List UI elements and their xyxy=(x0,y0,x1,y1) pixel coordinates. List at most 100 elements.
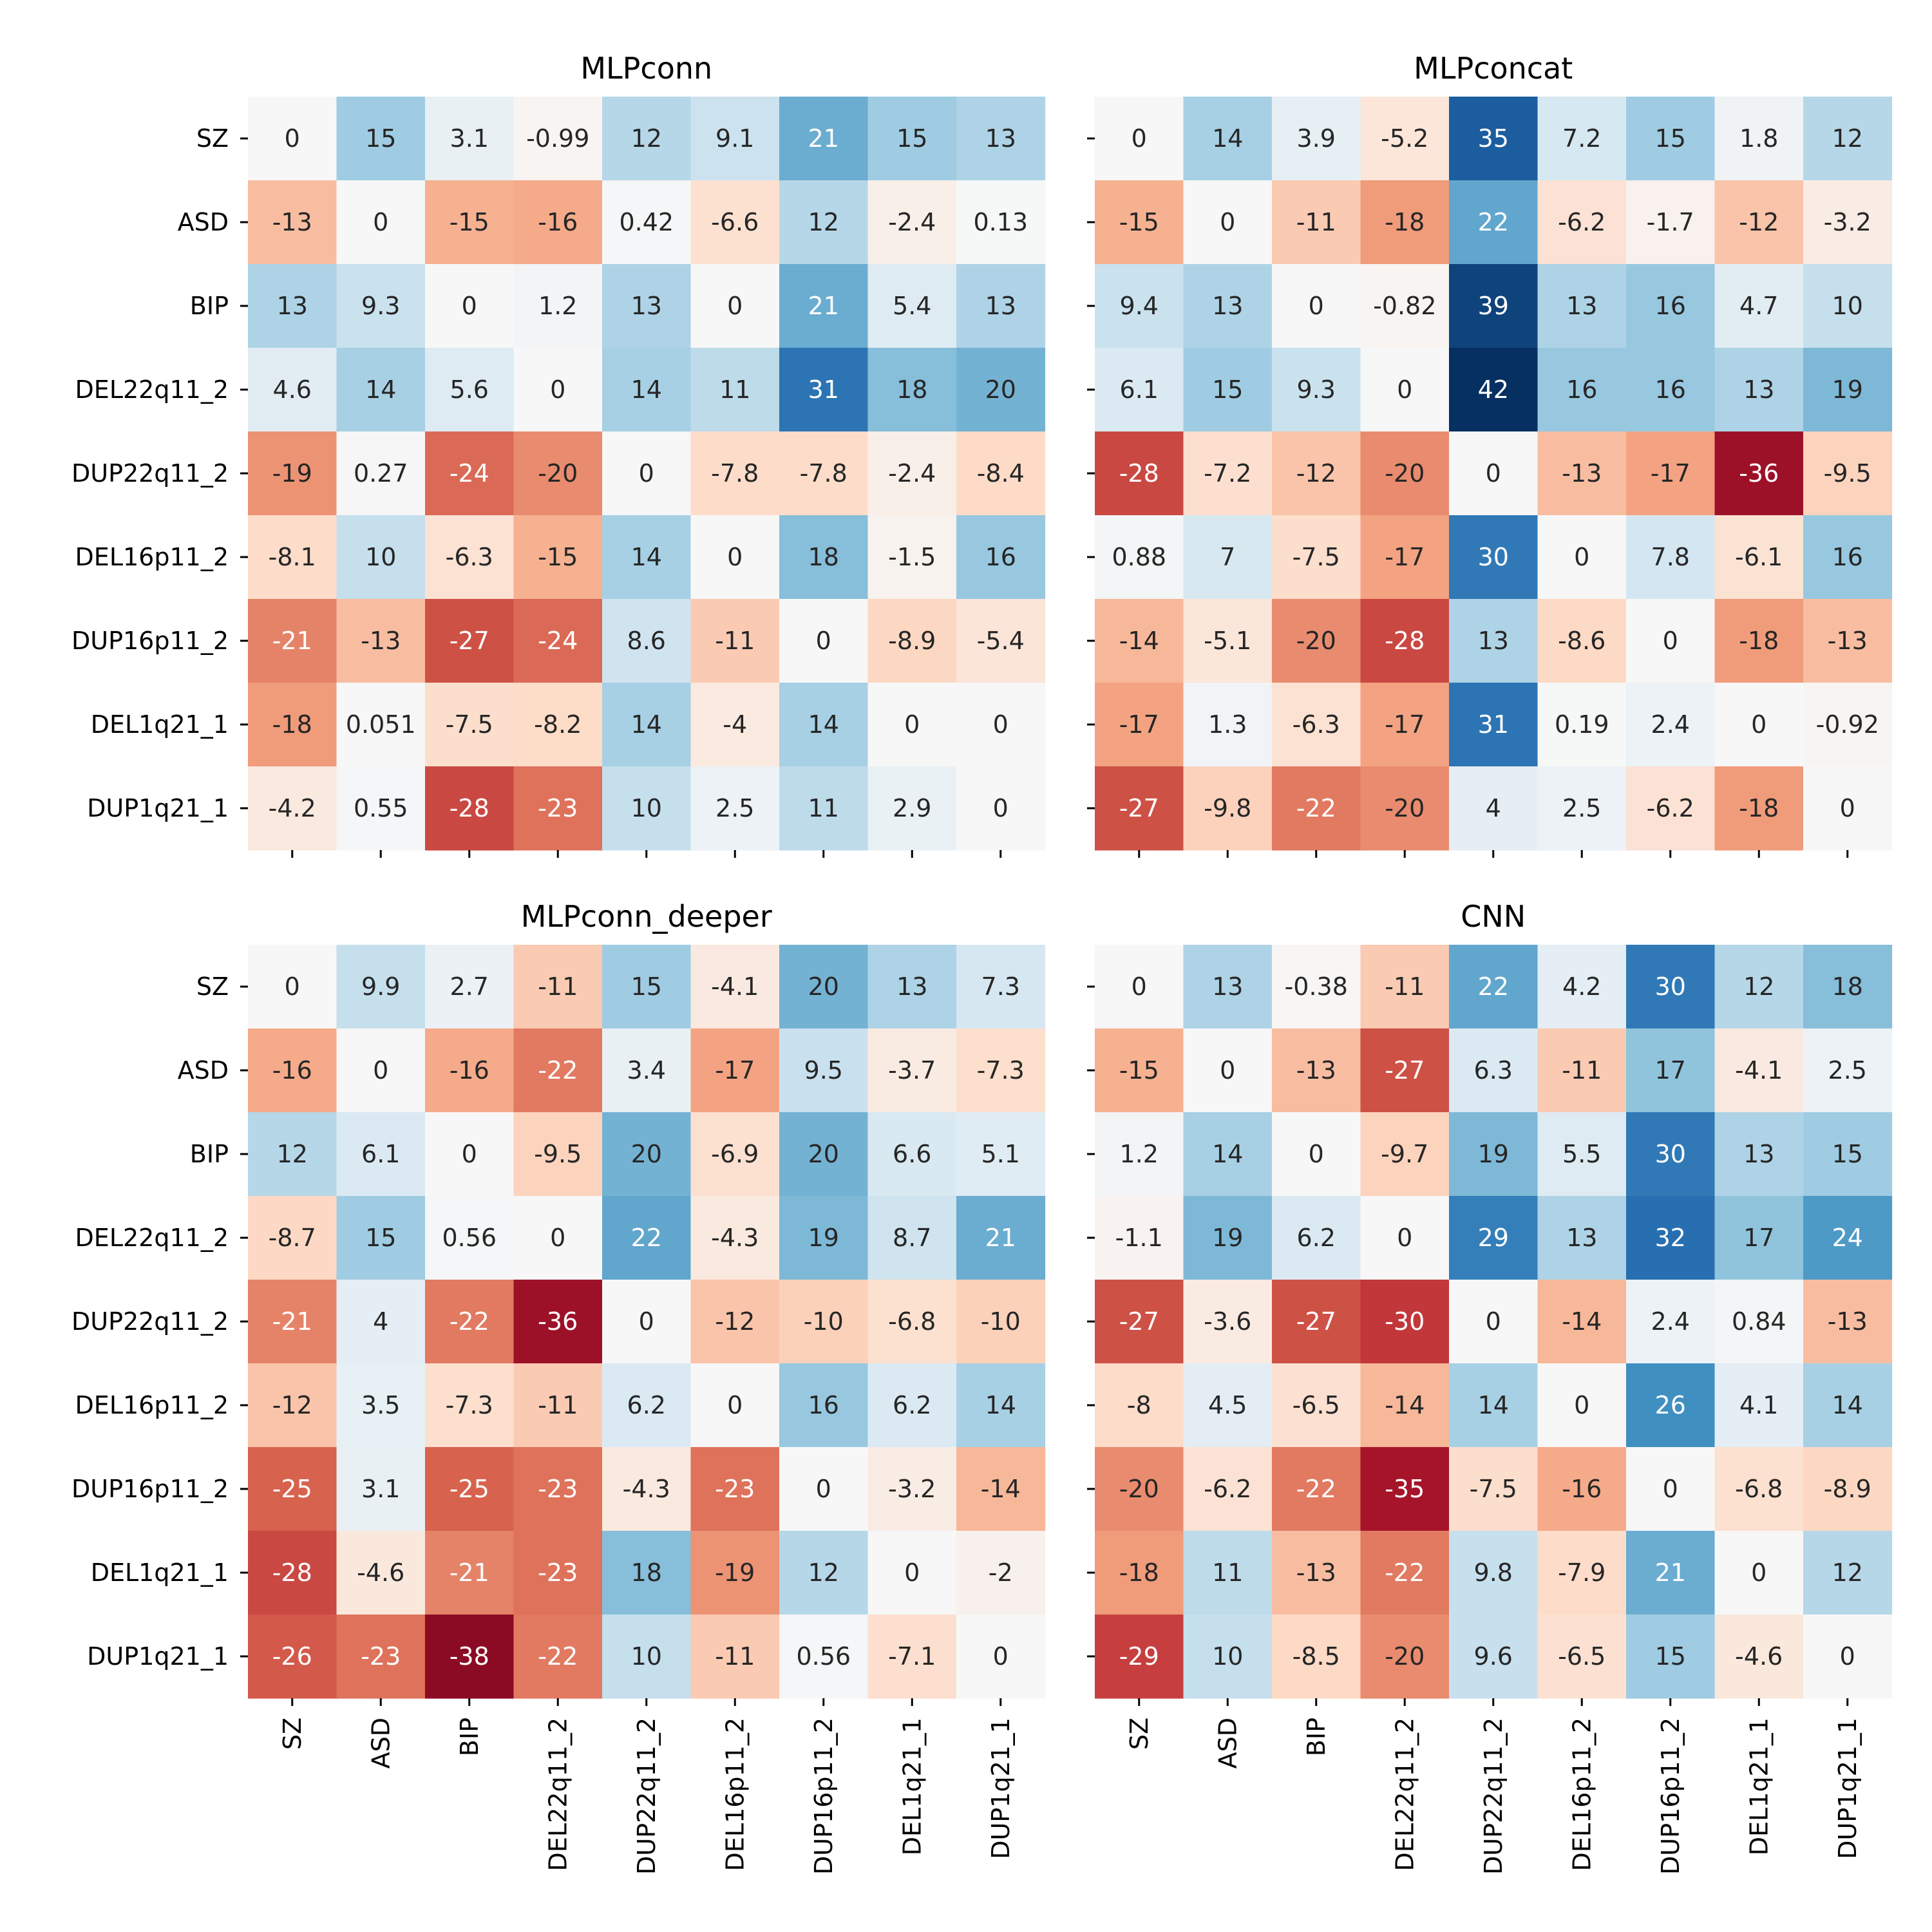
cell-value-label: -27 xyxy=(450,627,489,655)
cell-value-label: -4.2 xyxy=(269,794,316,822)
cell-value-label: -19 xyxy=(272,459,312,488)
heatmap-cell xyxy=(602,1363,692,1448)
cell-value-label: 9.8 xyxy=(1474,1558,1513,1587)
cell-value-label: -0.82 xyxy=(1373,292,1436,320)
cell-value-label: 14 xyxy=(985,1391,1016,1419)
cell-value-label: 15 xyxy=(365,1224,396,1252)
heatmap-cell xyxy=(779,1447,869,1531)
cell-value-label: -8.9 xyxy=(1824,1475,1871,1503)
cell-value-label: -9.5 xyxy=(1824,459,1871,488)
heatmap-cell xyxy=(690,1196,780,1280)
cell-value-label: 11 xyxy=(719,375,750,404)
cell-value-label: -8.2 xyxy=(534,710,582,739)
heatmap-cell xyxy=(779,1028,869,1113)
heatmap-cell xyxy=(1272,97,1361,181)
heatmap-cell xyxy=(1183,431,1273,516)
cell-value-label: 26 xyxy=(1655,1391,1686,1419)
heatmap-cell xyxy=(956,348,1046,432)
heatmap-cell xyxy=(1272,1531,1361,1615)
heatmap-cell xyxy=(779,683,869,767)
cell-value-label: 19 xyxy=(808,1224,839,1252)
cell-value-label: -1.5 xyxy=(888,543,936,571)
cell-value-label: 3.1 xyxy=(450,124,489,153)
heatmap-cell xyxy=(425,515,515,600)
heatmap-cell xyxy=(425,683,515,767)
heatmap-cell xyxy=(1449,1112,1539,1197)
y-tick-label: DEL22q11_2 xyxy=(75,1224,229,1252)
heatmap-cell xyxy=(1183,97,1273,181)
y-tick-label: DEL1q21_1 xyxy=(91,1558,229,1587)
cell-value-label: 0 xyxy=(1840,1642,1855,1671)
heatmap-cell xyxy=(779,1363,869,1448)
cell-value-label: 0 xyxy=(639,459,654,488)
cell-value-label: 1.2 xyxy=(1120,1140,1159,1168)
heatmap-cell xyxy=(1803,180,1893,265)
cell-value-label: -23 xyxy=(361,1642,401,1671)
heatmap-cell xyxy=(1095,766,1184,851)
heatmap-cell xyxy=(956,1196,1046,1280)
cell-value-label: -8.9 xyxy=(888,627,936,655)
heatmap-cell xyxy=(956,599,1046,683)
heatmap-cell xyxy=(248,1196,337,1280)
cell-value-label: 0 xyxy=(1220,208,1235,236)
heatmap-cell xyxy=(248,264,337,348)
heatmap-cell xyxy=(1183,1447,1273,1531)
heatmap-cell xyxy=(602,1615,692,1699)
heatmap-cell xyxy=(1183,1280,1273,1364)
heatmap-cell xyxy=(1183,1615,1273,1699)
heatmap-cell xyxy=(779,599,869,683)
heatmap-cell xyxy=(1537,264,1627,348)
cell-value-label: 2.5 xyxy=(1562,794,1601,822)
cell-value-label: 0 xyxy=(727,1391,743,1419)
heatmap-cell xyxy=(1095,348,1184,432)
cell-value-label: -28 xyxy=(272,1558,312,1587)
heatmap-cell xyxy=(1360,180,1450,265)
y-tick-label: ASD xyxy=(178,1056,229,1084)
heatmap-cell xyxy=(1360,1280,1450,1364)
cell-value-label: -8.7 xyxy=(269,1224,316,1252)
heatmap-cell xyxy=(1272,945,1361,1029)
cell-value-label: -4.3 xyxy=(711,1224,759,1252)
cell-value-label: -7.5 xyxy=(446,710,493,739)
cell-value-label: -23 xyxy=(715,1475,755,1503)
heatmap-cell xyxy=(425,945,515,1029)
cell-value-label: -2.4 xyxy=(888,208,936,236)
y-tick-label: DUP16p11_2 xyxy=(71,627,229,655)
heatmap-cell xyxy=(602,264,692,348)
cell-value-label: -25 xyxy=(450,1475,489,1503)
cell-value-label: 13 xyxy=(1566,292,1597,320)
heatmap-cell xyxy=(1272,599,1361,683)
cell-value-label: -36 xyxy=(1739,459,1779,488)
heatmap-cell xyxy=(956,766,1046,851)
cell-value-label: 21 xyxy=(808,292,839,320)
heatmap-cell xyxy=(1272,1447,1361,1531)
heatmap-cell xyxy=(1272,515,1361,600)
heatmap-cell xyxy=(1272,431,1361,516)
cell-value-label: 18 xyxy=(631,1558,662,1587)
heatmap-cell xyxy=(248,515,337,600)
cell-value-label: -17 xyxy=(1119,710,1159,739)
heatmap-cell xyxy=(1803,1196,1893,1280)
cell-value-label: 12 xyxy=(1832,124,1863,153)
cell-value-label: 4.5 xyxy=(1208,1391,1247,1419)
heatmap-cell xyxy=(336,1112,426,1197)
heatmap-cell xyxy=(690,1363,780,1448)
cell-value-label: -23 xyxy=(538,1475,578,1503)
cell-value-label: 6.2 xyxy=(627,1391,666,1419)
heatmap-cell xyxy=(1360,1447,1450,1531)
heatmap-cell xyxy=(1183,683,1273,767)
heatmap-cell xyxy=(336,1280,426,1364)
cell-value-label: -6.8 xyxy=(888,1307,936,1336)
cell-value-label: -38 xyxy=(450,1642,489,1671)
cell-value-label: -6.9 xyxy=(711,1140,759,1168)
cell-value-label: -7.3 xyxy=(977,1056,1025,1084)
heatmap-cell xyxy=(1537,599,1627,683)
heatmap-cell xyxy=(1360,264,1450,348)
heatmap-cell xyxy=(1183,515,1273,600)
heatmap-cell xyxy=(1095,1028,1184,1113)
cell-value-label: -10 xyxy=(804,1307,844,1336)
cell-value-label: -25 xyxy=(272,1475,312,1503)
cell-value-label: 5.6 xyxy=(450,375,489,404)
cell-value-label: -18 xyxy=(1739,794,1779,822)
heatmap-cell xyxy=(1095,180,1184,265)
